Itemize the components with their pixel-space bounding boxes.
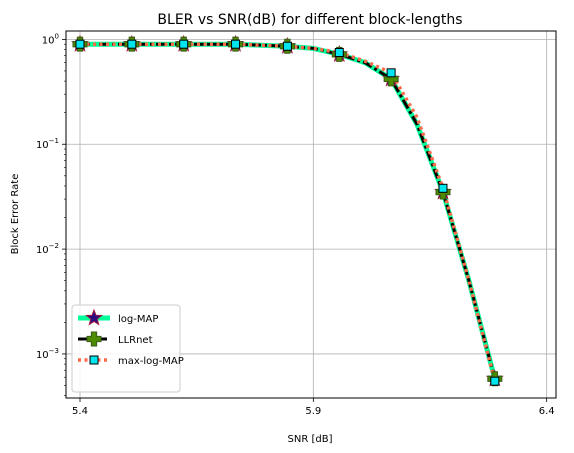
marker-max-log-MAP-6 — [231, 39, 241, 49]
x-tick-label-2: 6.4 — [539, 406, 555, 417]
legend-label-max-log-MAP: max-log-MAP — [118, 356, 184, 367]
legend-box — [71, 304, 181, 393]
plot-area: 5.4 5.9 6.4 10−3 10−2 10−1 100 log-MAP LLRnet max… — [36, 30, 557, 417]
marker-max-log-MAP-8 — [282, 41, 292, 51]
x-tick-label-0: 5.4 — [72, 406, 88, 417]
legend-marker-max-log-MAP — [89, 355, 99, 365]
marker-max-log-MAP-12 — [386, 68, 396, 78]
y-tick-label-3: 100 — [42, 32, 59, 46]
marker-max-log-MAP-0 — [75, 39, 85, 49]
marker-max-log-MAP-4 — [179, 39, 189, 49]
marker-max-log-MAP-10 — [334, 47, 344, 57]
legend-marker-LLRnet — [86, 331, 102, 347]
marker-max-log-MAP-2 — [127, 39, 137, 49]
axes-frame — [65, 30, 557, 399]
y-tick-label-1: 10−2 — [36, 242, 59, 256]
x-tick-label-1: 5.9 — [305, 406, 321, 417]
series-line-LLRnet — [80, 42, 497, 380]
marker-max-log-MAP-16 — [490, 376, 500, 386]
y-axis-label: Block Error Rate — [10, 174, 21, 255]
chart-title: BLER vs SNR(dB) for different block-leng… — [157, 12, 462, 28]
y-tick-label-0: 10−3 — [36, 347, 59, 361]
series-line-max-log-MAP — [80, 42, 497, 382]
legend-label-log-MAP: log-MAP — [118, 314, 158, 325]
legend-label-LLRnet: LLRnet — [118, 335, 153, 346]
legend-marker-log-MAP — [85, 308, 103, 326]
x-axis-label: SNR [dB] — [288, 434, 333, 445]
marker-max-log-MAP-14 — [438, 183, 448, 193]
y-tick-label-2: 10−1 — [36, 137, 59, 151]
